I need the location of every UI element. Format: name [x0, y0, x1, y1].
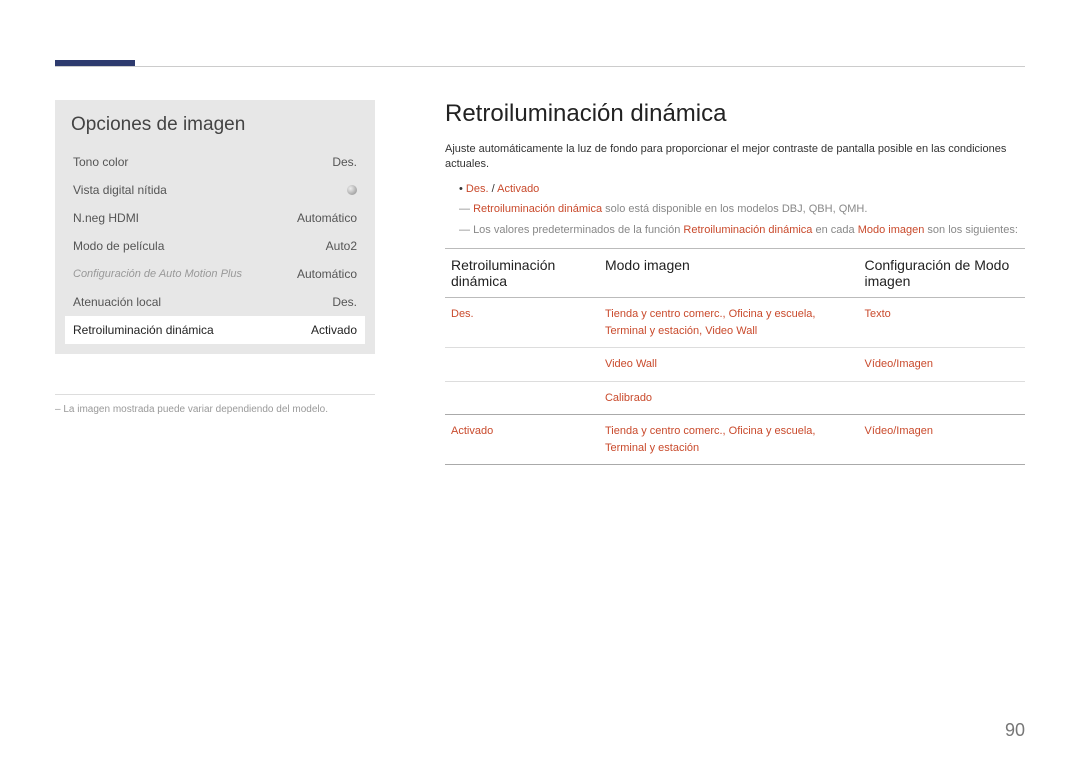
menu-label: Configuración de Auto Motion Plus [73, 268, 242, 280]
cell [859, 381, 1026, 415]
table-row: Activado Tienda y centro comerc., Oficin… [445, 415, 1025, 465]
top-divider [55, 66, 1025, 67]
menu-row-nneg-hdmi[interactable]: N.neg HDMI Automático [71, 204, 359, 232]
note1-rest: solo está disponible en los modelos DBJ,… [602, 203, 867, 215]
table-row: Des. Tienda y centro comerc., Oficina y … [445, 298, 1025, 348]
menu-value: Auto2 [326, 239, 357, 253]
menu-label: Tono color [73, 155, 128, 169]
option-des: Des. [466, 183, 489, 195]
menu-label: Vista digital nítida [73, 183, 167, 197]
sidebar: Opciones de imagen Tono color Des. Vista… [55, 100, 375, 417]
cell: Vídeo/Imagen [859, 348, 1026, 382]
th-configuracion: Configuración de Modo imagen [859, 249, 1026, 298]
note-defaults: Los valores predeterminados de la funció… [459, 222, 1025, 239]
cell: Tienda y centro comerc., Oficina y escue… [599, 415, 859, 465]
menu-label: Modo de película [73, 239, 164, 253]
cell: Calibrado [599, 381, 859, 415]
note2-pre: Los valores predeterminados de la funció… [473, 224, 683, 236]
main-content: Retroiluminación dinámica Ajuste automát… [445, 100, 1025, 465]
menu-label: Retroiluminación dinámica [73, 323, 214, 337]
cell: Tienda y centro comerc., Oficina y escue… [599, 298, 859, 348]
menu-label: Atenuación local [73, 295, 161, 309]
main-title: Retroiluminación dinámica [445, 100, 1025, 128]
menu-value: Activado [311, 323, 357, 337]
menu-row-modo-pelicula[interactable]: Modo de película Auto2 [71, 232, 359, 260]
menu-row-tono-color[interactable]: Tono color Des. [71, 148, 359, 176]
menu-title: Opciones de imagen [71, 114, 359, 136]
cell [445, 381, 599, 415]
cell: Texto [859, 298, 1026, 348]
cell: Des. [445, 298, 599, 348]
footnote-text: La imagen mostrada puede variar dependie… [63, 404, 328, 415]
table-row: Video Wall Vídeo/Imagen [445, 348, 1025, 382]
cell: Activado [445, 415, 599, 465]
th-retroiluminacion: Retroiluminación dinámica [445, 249, 599, 298]
note-availability: Retroiluminación dinámica solo está disp… [459, 201, 1025, 218]
footnote-dash: – [55, 404, 61, 415]
cell: Vídeo/Imagen [859, 415, 1026, 465]
note2-hl2: Modo imagen [858, 224, 925, 236]
menu-row-retroiluminacion[interactable]: Retroiluminación dinámica Activado [65, 316, 365, 344]
main-description: Ajuste automáticamente la luz de fondo p… [445, 142, 1025, 173]
menu-value: Des. [332, 155, 357, 169]
menu-panel: Opciones de imagen Tono color Des. Vista… [55, 100, 375, 354]
note2-hl1: Retroiluminación dinámica [683, 224, 812, 236]
note2-mid: en cada [812, 224, 857, 236]
defaults-table: Retroiluminación dinámica Modo imagen Co… [445, 248, 1025, 465]
menu-row-auto-motion[interactable]: Configuración de Auto Motion Plus Automá… [71, 260, 359, 288]
sidebar-divider [55, 394, 375, 395]
page-number: 90 [1005, 720, 1025, 741]
menu-row-atenuacion-local[interactable]: Atenuación local Des. [71, 288, 359, 316]
th-modo-imagen: Modo imagen [599, 249, 859, 298]
option-activado: Activado [497, 183, 539, 195]
menu-value: Automático [297, 267, 357, 281]
sidebar-footnote: – La imagen mostrada puede variar depend… [55, 403, 375, 417]
note2-post: son los siguientes: [924, 224, 1018, 236]
menu-value: Automático [297, 211, 357, 225]
menu-row-vista-digital[interactable]: Vista digital nítida [71, 176, 359, 204]
radio-dot-icon [347, 185, 357, 195]
table-row: Calibrado [445, 381, 1025, 415]
note1-hl: Retroiluminación dinámica [473, 203, 602, 215]
menu-value: Des. [332, 295, 357, 309]
bullet-options: • Des. / Activado [459, 181, 1025, 198]
option-sep: / [489, 183, 498, 195]
cell [445, 348, 599, 382]
cell: Video Wall [599, 348, 859, 382]
menu-label: N.neg HDMI [73, 211, 139, 225]
